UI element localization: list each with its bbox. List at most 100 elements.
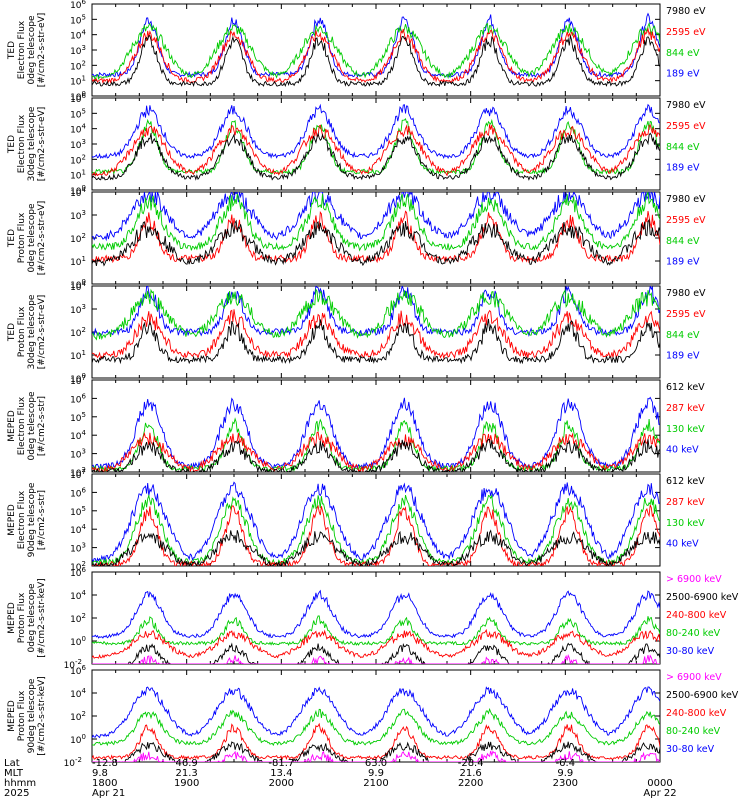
y-tick-label: 103 [70, 138, 86, 151]
legend-item: > 6900 keV [666, 574, 722, 585]
y-tick-label: 105 [70, 505, 86, 518]
legend-item: 612 keV [666, 476, 705, 487]
panel-frame [91, 97, 661, 191]
y-axis-label: MEPED [7, 602, 17, 634]
y-tick-label: 104 [70, 123, 86, 136]
legend-item: 844 eV [666, 330, 700, 341]
y-axis-label: Electron Flux [17, 20, 27, 79]
y-tick-label: 104 [70, 280, 86, 293]
series-trace [92, 417, 660, 472]
series-trace [92, 124, 660, 177]
legend-item: 2595 eV [666, 27, 706, 38]
series-trace [92, 493, 660, 566]
y-axis-label: MEPED [7, 504, 17, 536]
legend-item: > 6900 keV [666, 672, 722, 683]
y-tick-label: 104 [70, 29, 86, 42]
y-axis-label: [#/cm2-s-str-keV] [37, 676, 47, 755]
y-tick-label: 100 [70, 278, 86, 291]
legend-item: 2500-6900 keV [666, 690, 739, 701]
x-tick-label: 21.3 [176, 768, 198, 779]
panel-2: 100 101 102 103 104 105 106 TED Electron Flux 30d… [7, 92, 706, 197]
y-tick-label: 104 [70, 429, 86, 442]
y-tick-label: 100 [70, 733, 86, 746]
y-axis-label: 0deg telescope [27, 391, 37, 461]
y-axis-label: 90deg telescope [27, 482, 37, 557]
legend-item: 287 keV [666, 403, 705, 414]
x-row-label: 2025 [4, 788, 29, 799]
y-tick-label: 107 [70, 468, 86, 481]
series-trace [92, 218, 660, 267]
y-axis-label: [#/cm2-s-str-eV] [37, 201, 47, 276]
y-tick-label: 100 [70, 635, 86, 648]
series-trace [92, 722, 660, 761]
y-tick-label: 103 [70, 542, 86, 555]
x-tick-label: 13.4 [270, 768, 292, 779]
y-tick-label: 102 [70, 466, 86, 479]
panel-1: 100 101 102 103 104 105 106 TED Electron Flux 0de… [7, 0, 706, 103]
x-tick-label: Apr 22 [643, 788, 676, 799]
y-axis-label: Electron Flux [17, 490, 27, 549]
legend-item: 30-80 keV [666, 744, 715, 755]
legend-item: 80-240 keV [666, 628, 721, 639]
series-trace [92, 431, 660, 472]
y-axis-label: Proton Flux [17, 306, 27, 357]
y-tick-label: 106 [70, 392, 86, 405]
panel-frame [91, 473, 661, 567]
y-axis-label: [#/cm2-s-str-eV] [37, 107, 47, 182]
y-axis-label: TED [7, 323, 17, 342]
y-axis-label: MEPED [7, 410, 17, 442]
x-tick-label: 9.9 [368, 768, 384, 779]
x-tick-label: -81.7 [268, 758, 294, 769]
legend-item: 189 eV [666, 69, 700, 80]
panel-6: 102 103 104 105 106 107 MEPED Electron Flux 90de… [7, 468, 705, 573]
series-trace [92, 131, 660, 181]
y-tick-label: 10-2 [64, 658, 82, 671]
x-tick-label: 2200 [458, 778, 483, 789]
legend-item: 844 eV [666, 142, 700, 153]
y-tick-label: 10-2 [64, 756, 82, 769]
y-axis-label: 0deg telescope [27, 15, 37, 85]
x-tick-label: 0000 [647, 778, 672, 789]
series-trace [92, 35, 660, 88]
y-tick-label: 103 [70, 209, 86, 222]
series-trace [92, 686, 660, 739]
panel-frame [91, 571, 661, 665]
y-tick-label: 101 [70, 255, 86, 268]
y-axis-label: 0deg telescope [27, 583, 37, 653]
x-tick-label: 1900 [174, 778, 199, 789]
y-axis-label: Proton Flux [17, 212, 27, 263]
y-axis-label: 90deg telescope [27, 678, 37, 753]
x-row-label: Lat [4, 758, 20, 769]
legend-item: 2595 eV [666, 309, 706, 320]
x-tick-label: 2000 [269, 778, 294, 789]
x-tick-label: 21.6 [460, 768, 482, 779]
x-tick-label: 1800 [92, 778, 117, 789]
y-axis-label: 0deg telescope [27, 203, 37, 273]
series-trace [92, 118, 660, 176]
legend-item: 2595 eV [666, 121, 706, 132]
legend-item: 240-800 keV [666, 610, 727, 621]
y-tick-label: 103 [70, 448, 86, 461]
series-trace [92, 741, 660, 762]
series-trace [92, 750, 660, 762]
panel-8: 10-2 100 102 104 106 MEPED Proton Flux 90deg te… [7, 664, 739, 769]
legend-item: 7980 eV [666, 6, 706, 17]
series-trace [92, 589, 660, 639]
panel-7: 10-2 100 102 104 106 MEPED Proton Flux 0deg tel… [7, 566, 739, 671]
y-tick-label: 102 [70, 326, 86, 339]
x-tick-label: 2300 [553, 778, 578, 789]
series-trace [92, 529, 660, 566]
series-trace [92, 439, 660, 472]
x-tick-label: 63.0 [365, 758, 387, 769]
x-axis-annotations: Lat -12.8 46.9 -81.7 63.0 -28.4 -6.4 MLT 9.8 21.3… [4, 758, 677, 799]
x-tick-label: 2100 [363, 778, 388, 789]
legend-item: 7980 eV [666, 100, 706, 111]
series-trace [92, 103, 660, 160]
y-axis-label: TED [7, 41, 17, 60]
y-axis-label: [#/cm2-s-str] [37, 396, 47, 456]
y-axis-label: [#/cm2-s-str-keV] [37, 578, 47, 657]
legend-item: 40 keV [666, 539, 699, 550]
x-row-label: MLT [4, 768, 24, 779]
y-tick-label: 106 [70, 0, 86, 11]
series-trace [92, 192, 660, 252]
